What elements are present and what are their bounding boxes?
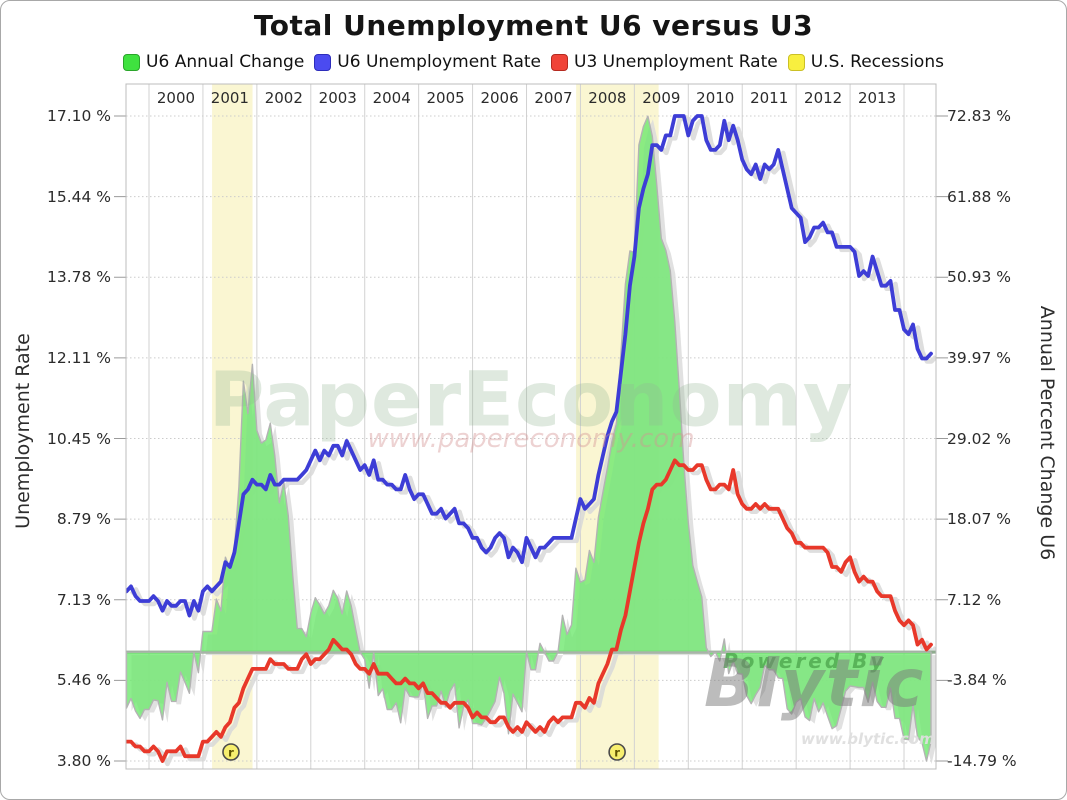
left-tick-label: 12.11 % [46,348,111,367]
year-label: 2002 [264,89,303,107]
recession-marker-icon [608,743,626,761]
left-tick-label: 13.78 % [46,268,111,287]
year-label: 2000 [156,89,196,107]
right-tick-label: 50.93 % [947,268,1012,287]
right-tick-label: -14.79 % [947,752,1017,770]
year-label: 2009 [642,89,681,107]
legend-label: U.S. Recessions [810,52,944,72]
left-tick-label: 15.44 % [46,187,111,206]
year-label: 2007 [534,89,573,107]
data-series [126,114,936,767]
right-tick-label: 72.83 % [947,107,1012,125]
right-tick-label: 61.88 % [947,187,1012,206]
year-label: 2011 [750,89,789,107]
svg-text:r: r [228,746,234,760]
year-label: 2004 [372,89,411,107]
legend-swatch-red-icon [551,53,568,71]
year-label: 2001 [210,89,249,107]
year-label: 2010 [696,89,735,107]
legend-item-u6-rate[interactable]: U6 Unemployment Rate [314,52,541,72]
legend-item-u6-annual-change[interactable]: U6 Annual Change [123,52,304,72]
right-tick-label: 39.97 % [947,348,1012,367]
legend-item-recessions[interactable]: U.S. Recessions [787,52,944,72]
right-tick-label: 29.02 % [947,429,1012,448]
series-u6-annual-change-area [126,115,932,762]
series-u3-rate-line [126,458,933,763]
legend-swatch-yellow-icon [787,53,805,71]
legend-item-u3-rate[interactable]: U3 Unemployment Rate [551,52,778,72]
legend-swatch-blue-icon [314,53,332,71]
legend-label: U6 Annual Change [146,52,305,72]
svg-text:r: r [614,746,620,760]
year-label: 2006 [480,89,519,107]
legend-label: U6 Unemployment Rate [337,52,541,72]
left-tick-label: 5.46 % [56,671,111,690]
legend: U6 Annual Change U6 Unemployment Rate U3… [1,52,1066,72]
left-tick-label: 7.13 % [56,590,111,609]
year-label: 2013 [857,89,897,107]
left-tick-label: 10.45 % [46,429,111,448]
right-tick-label: 18.07 % [947,510,1012,529]
left-tick-label: 17.10 % [46,107,111,125]
year-label: 2003 [318,89,357,107]
page-title: Total Unemployment U6 versus U3 [253,9,814,42]
recession-marker-icon [222,743,240,761]
legend-swatch-green-icon [123,53,141,71]
year-label: 2012 [804,89,843,107]
right-tick-label: 7.12 % [947,590,1002,609]
year-label: 2008 [588,89,627,107]
left-tick-label: 3.80 % [56,752,111,770]
year-label: 2005 [426,89,465,107]
right-tick-label: -3.84 % [947,671,1007,690]
plot-frame [125,83,937,770]
series-u6-rate-line [126,114,933,618]
legend-label: U3 Unemployment Rate [574,52,778,72]
left-tick-label: 8.79 % [56,510,111,529]
